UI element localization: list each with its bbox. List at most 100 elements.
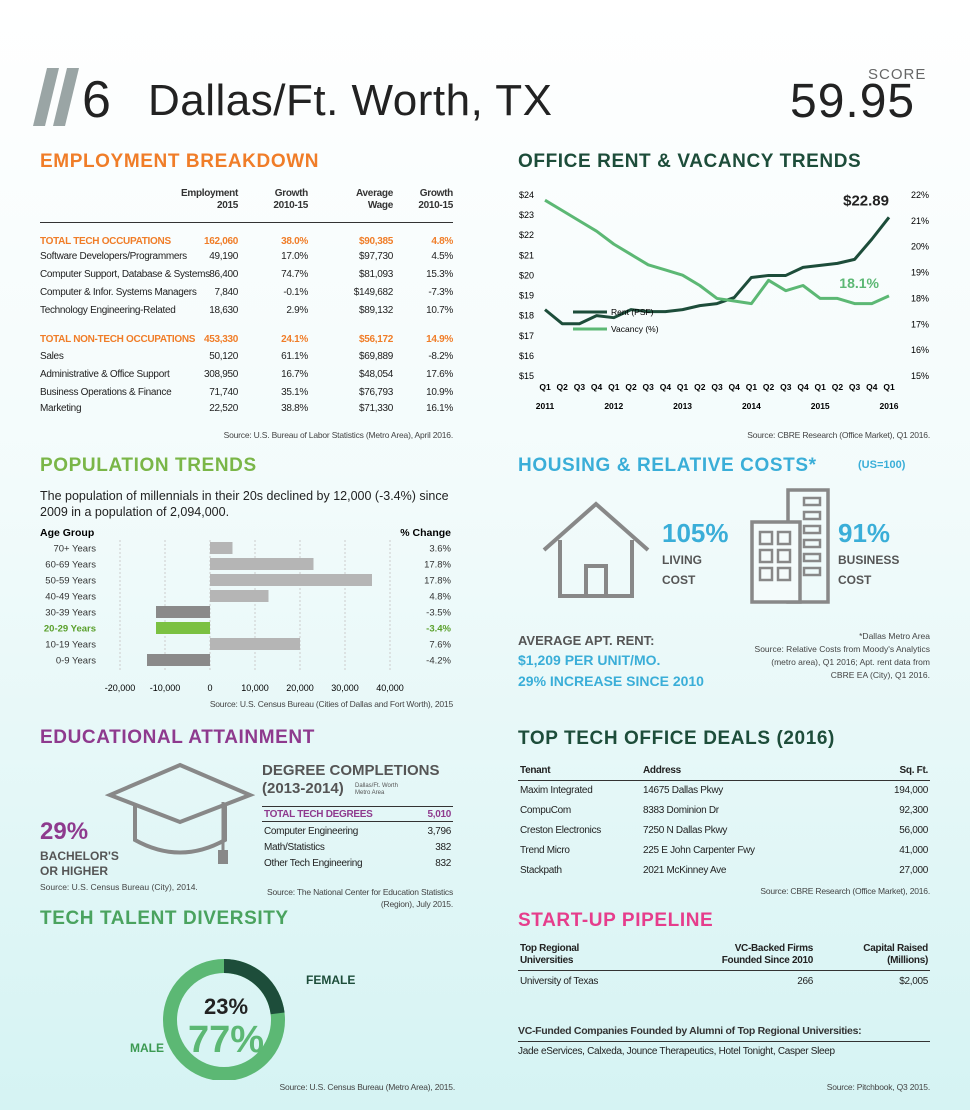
x-quarter-label: Q2 bbox=[832, 382, 844, 392]
x-quarter-label: Q1 bbox=[539, 382, 551, 392]
x-quarter-label: Q3 bbox=[643, 382, 655, 392]
age-group-label: 30-39 Years bbox=[45, 608, 96, 619]
x-tick-label: 40,000 bbox=[376, 683, 404, 693]
population-bar bbox=[210, 558, 314, 570]
housing-unit: (US=100) bbox=[858, 459, 906, 471]
y-left-tick: $23 bbox=[519, 210, 534, 220]
office-rent-title: OFFICE RENT & VACANCY TRENDS bbox=[518, 151, 862, 172]
degree-subtitle: Dallas/Ft. Worth Metro Area bbox=[355, 783, 398, 796]
male-pct: 77% bbox=[188, 1019, 264, 1061]
rank-slashes-decoration bbox=[33, 68, 79, 126]
population-bar bbox=[156, 622, 210, 634]
y-right-tick: 21% bbox=[911, 216, 929, 226]
population-bar bbox=[210, 638, 300, 650]
office-deals-table: Tenant Address Sq. Ft. Maxim Integrated 1… bbox=[518, 763, 930, 881]
office-rent-source: Source: CBRE Research (Office Market), Q… bbox=[747, 430, 930, 440]
x-quarter-label: Q4 bbox=[660, 382, 672, 392]
employment-source: Source: U.S. Bureau of Labor Statistics … bbox=[223, 430, 454, 440]
x-year-label: 2013 bbox=[673, 401, 692, 411]
business-cost-label: BUSINESS COST bbox=[838, 553, 900, 587]
deal-row: Maxim Integrated 14675 Dallas Pkwy 194,000 bbox=[520, 785, 928, 796]
deal-row: Trend Micro 225 E John Carpenter Fwy 41,00… bbox=[520, 845, 928, 856]
startup-title: START-UP PIPELINE bbox=[518, 910, 714, 931]
bachelors-pct: 29% bbox=[40, 818, 89, 845]
employment-total-row: TOTAL NON-TECH OCCUPATIONS 453,330 24.1% $5… bbox=[40, 334, 453, 345]
living-cost-pct: 105% bbox=[662, 518, 729, 548]
x-tick-label: 0 bbox=[207, 683, 212, 693]
pct-change-label: -3.5% bbox=[426, 608, 451, 619]
age-group-label: 20-29 Years bbox=[44, 624, 96, 635]
x-quarter-label: Q3 bbox=[849, 382, 861, 392]
y-right-tick: 22% bbox=[911, 190, 929, 200]
vc-companies-label: VC-Funded Companies Founded by Alumni of… bbox=[518, 1025, 862, 1037]
deal-row: CompuCom 8383 Dominion Dr 92,300 bbox=[520, 805, 928, 816]
bachelors-source: Source: U.S. Census Bureau (City), 2014. bbox=[40, 882, 198, 892]
vacancy-end-label: 18.1% bbox=[839, 275, 879, 291]
x-year-label: 2012 bbox=[604, 401, 623, 411]
employment-row: Marketing 22,520 38.8% $71,330 16.1% bbox=[40, 403, 453, 414]
x-tick-label: 20,000 bbox=[286, 683, 314, 693]
diversity-source: Source: U.S. Census Bureau (Metro Area),… bbox=[279, 1082, 455, 1092]
x-quarter-label: Q4 bbox=[866, 382, 878, 392]
x-year-label: 2015 bbox=[811, 401, 830, 411]
pct-change-label: -3.4% bbox=[426, 624, 451, 635]
employment-row: Software Developers/Programmers 49,190 17.… bbox=[40, 251, 453, 262]
y-left-tick: $24 bbox=[519, 190, 534, 200]
x-quarter-label: Q4 bbox=[729, 382, 741, 392]
age-group-label: 40-49 Years bbox=[45, 592, 96, 603]
deals-header-row: Tenant Address Sq. Ft. bbox=[518, 763, 930, 781]
population-source: Source: U.S. Census Bureau (Cities of Da… bbox=[209, 699, 453, 709]
employment-row: Computer Support, Database & Systems 86,4… bbox=[40, 269, 453, 280]
population-bar bbox=[147, 654, 210, 666]
pct-change-label: 3.6% bbox=[429, 544, 451, 555]
x-tick-label: -20,000 bbox=[105, 683, 136, 693]
apt-rent-value: $1,209 PER UNIT/MO. bbox=[518, 652, 661, 668]
pct-change-label: 4.8% bbox=[429, 592, 451, 603]
degree-total-row: TOTAL TECH DEGREES 5,010 bbox=[262, 806, 453, 822]
y-left-tick: $16 bbox=[519, 351, 534, 361]
age-group-label: 0-9 Years bbox=[56, 656, 96, 667]
y-left-tick: $18 bbox=[519, 311, 534, 321]
startup-row: University of Texas 266 $2,005 bbox=[520, 976, 928, 987]
apt-rent-label: AVERAGE APT. RENT: bbox=[518, 633, 655, 648]
female-label: FEMALE bbox=[306, 973, 355, 987]
emp-header-rule bbox=[40, 222, 453, 223]
house-icon bbox=[542, 501, 650, 598]
y-right-tick: 17% bbox=[911, 319, 929, 329]
y-right-tick: 19% bbox=[911, 268, 929, 278]
x-tick-label: -10,000 bbox=[150, 683, 181, 693]
y-right-tick: 18% bbox=[911, 293, 929, 303]
x-tick-label: 10,000 bbox=[241, 683, 269, 693]
y-left-tick: $22 bbox=[519, 230, 534, 240]
employment-row: Technology Engineering-Related 18,630 2.9%… bbox=[40, 305, 453, 316]
employment-row: Business Operations & Finance 71,740 35.1%… bbox=[40, 387, 453, 398]
population-bar bbox=[156, 606, 210, 618]
x-quarter-label: Q1 bbox=[746, 382, 758, 392]
age-group-label: 50-59 Years bbox=[45, 576, 96, 587]
office-rent-line-chart: $15 $16 $17 $18 $19 $20 $21 $22 $23 $24 15% 16% 17% 1… bbox=[519, 190, 929, 411]
rank-number: 6 bbox=[82, 71, 111, 129]
x-year-label: 2011 bbox=[536, 401, 555, 411]
male-label: MALE bbox=[130, 1041, 164, 1055]
living-cost-label: LIVING COST bbox=[662, 553, 703, 587]
emp-header-wage-growth: Growth 2010-15 bbox=[418, 188, 453, 211]
city-title: Dallas/Ft. Worth, TX bbox=[148, 76, 553, 125]
x-quarter-label: Q2 bbox=[557, 382, 569, 392]
vc-rule bbox=[518, 1041, 930, 1042]
deal-row: Stackpath 2021 McKinney Ave 27,000 bbox=[520, 865, 928, 876]
x-quarter-label: Q4 bbox=[797, 382, 809, 392]
age-group-label: 70+ Years bbox=[53, 544, 96, 555]
employment-row: Computer & Infor. Systems Managers 7,840-… bbox=[40, 287, 453, 298]
vacancy-legend-label: Vacancy (%) bbox=[611, 324, 659, 334]
rent-legend-label: Rent (PSF) bbox=[611, 307, 654, 317]
diversity-donut-chart: 23%77% FEMALE MALE bbox=[130, 959, 355, 1080]
x-quarter-label: Q3 bbox=[780, 382, 792, 392]
apt-rent-increase: 29% INCREASE SINCE 2010 bbox=[518, 673, 704, 689]
x-quarter-label: Q2 bbox=[763, 382, 775, 392]
vc-companies-list: Jade eServices, Calxeda, Jounce Therapeu… bbox=[518, 1046, 835, 1057]
age-group-label: 60-69 Years bbox=[45, 560, 96, 571]
office-deals-title: TOP TECH OFFICE DEALS (2016) bbox=[518, 728, 835, 749]
x-quarter-label: Q3 bbox=[574, 382, 586, 392]
emp-header-wage: Average Wage bbox=[356, 188, 393, 211]
population-bar bbox=[210, 542, 233, 554]
